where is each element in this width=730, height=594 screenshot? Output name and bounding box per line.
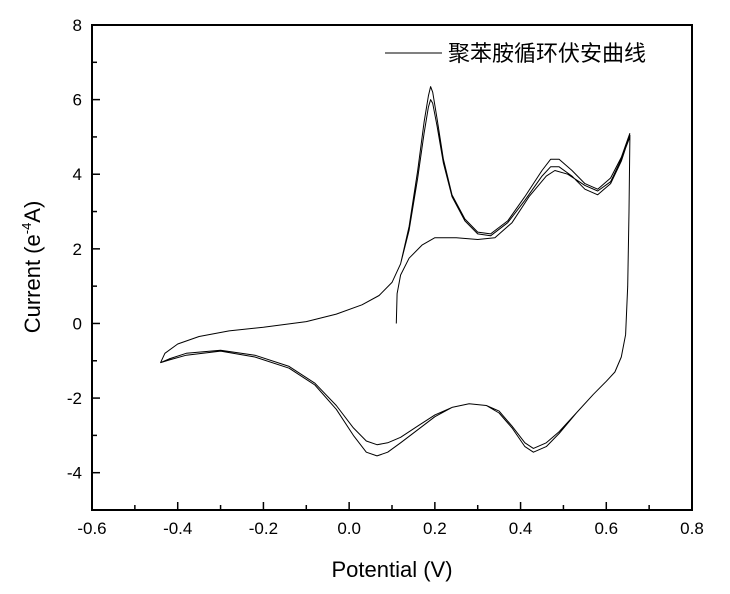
axis-ticks bbox=[91, 24, 693, 511]
y-tick-label: -2 bbox=[67, 389, 82, 408]
y-axis-title: Current (e-4A) bbox=[19, 201, 45, 334]
y-axis-title-sup: -4 bbox=[19, 223, 34, 235]
y-tick-label: 0 bbox=[73, 314, 82, 333]
x-axis-title: Potential (V) bbox=[331, 557, 452, 582]
x-tick-labels: -0.6 -0.4 -0.2 0.0 0.2 0.4 0.6 0.8 bbox=[77, 519, 703, 538]
plot-frame bbox=[91, 24, 693, 511]
y-tick-label: 6 bbox=[73, 91, 82, 110]
x-tick-label: 0.0 bbox=[337, 519, 361, 538]
y-axis-title-pre: Current (e bbox=[20, 234, 45, 333]
x-tick-label: 0.8 bbox=[680, 519, 704, 538]
x-tick-label: -0.4 bbox=[163, 519, 192, 538]
x-tick-label: 0.2 bbox=[423, 519, 447, 538]
y-tick-label: 4 bbox=[73, 165, 82, 184]
y-tick-label: -4 bbox=[67, 464, 82, 483]
x-tick-label: -0.2 bbox=[249, 519, 278, 538]
y-tick-label: 2 bbox=[73, 240, 82, 259]
x-tick-label: 0.4 bbox=[509, 519, 533, 538]
y-tick-label: 8 bbox=[73, 16, 82, 35]
data-lines bbox=[160, 86, 631, 457]
y-tick-labels: -4 -2 0 2 4 6 8 bbox=[67, 16, 82, 483]
legend: 聚苯胺循环伏安曲线 bbox=[385, 42, 646, 67]
legend-label: 聚苯胺循环伏安曲线 bbox=[448, 42, 646, 67]
x-tick-label: 0.6 bbox=[594, 519, 618, 538]
series-line-0 bbox=[160, 86, 631, 457]
y-axis-title-post: A) bbox=[20, 201, 45, 223]
x-tick-label: -0.6 bbox=[77, 519, 106, 538]
